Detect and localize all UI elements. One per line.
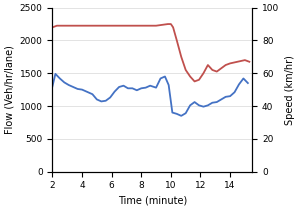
Y-axis label: Speed (km/hr): Speed (km/hr) <box>285 55 295 125</box>
Y-axis label: Flow (Veh/hr/lane): Flow (Veh/hr/lane) <box>4 45 14 134</box>
X-axis label: Time (minute): Time (minute) <box>118 196 187 206</box>
